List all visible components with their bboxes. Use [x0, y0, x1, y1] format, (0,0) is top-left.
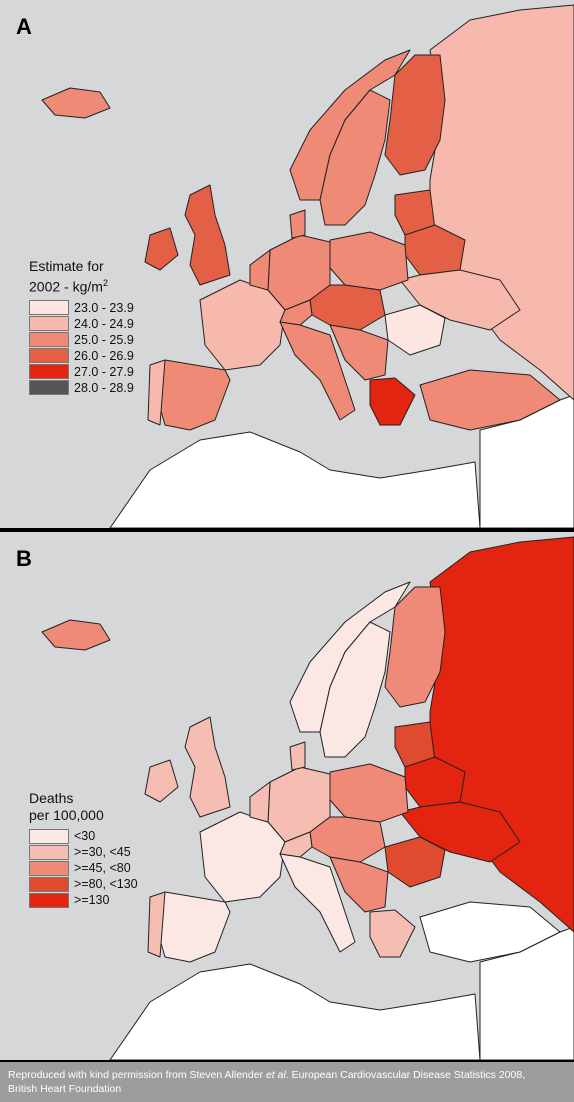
country-france	[199, 279, 286, 371]
legend-item: 28.0 - 28.9	[29, 380, 134, 396]
legend-a-title-sup: 2	[102, 278, 108, 288]
country-greece	[369, 377, 416, 426]
country-sweden	[319, 89, 391, 226]
country-uk	[184, 716, 231, 818]
legend-a-title-line1: Estimate for	[29, 258, 104, 274]
legend-label: >=30, <45	[74, 845, 131, 859]
country-central	[309, 284, 386, 331]
panel-letter-b: B	[16, 546, 32, 571]
legend-a-title: Estimate for 2002 - kg/m2	[29, 258, 134, 296]
country-iceland	[41, 619, 111, 651]
country-benelux	[249, 781, 271, 823]
credit-prefix: Reproduced with kind permission from Ste…	[8, 1069, 266, 1081]
legend-swatch	[29, 892, 69, 908]
legend-b: Deaths per 100,000 <30 >=30, <45 >=45, <80…	[29, 790, 138, 908]
legend-label: 24.0 - 24.9	[74, 316, 134, 331]
credit-line2: British Heart Foundation	[8, 1083, 122, 1095]
country-italy	[279, 321, 356, 421]
legend-swatch	[29, 300, 69, 316]
legend-label: 27.0 - 27.9	[74, 364, 134, 379]
country-iceland	[41, 87, 111, 119]
legend-label: 26.0 - 26.9	[74, 348, 134, 363]
legend-swatch	[29, 828, 69, 844]
legend-label: >=80, <130	[74, 877, 138, 891]
legend-item: <30	[29, 828, 138, 844]
country-spain	[154, 359, 231, 431]
country-russia	[429, 4, 574, 401]
country-france	[199, 811, 286, 903]
credit-etal: et al	[265, 1069, 286, 1081]
country-poland	[329, 763, 409, 823]
legend-item: 24.0 - 24.9	[29, 316, 134, 332]
legend-item: 27.0 - 27.9	[29, 364, 134, 380]
country-poland	[329, 231, 409, 291]
country-italy	[279, 853, 356, 953]
credit-divider	[0, 1060, 574, 1062]
country-portugal	[147, 359, 166, 426]
legend-item: 25.0 - 25.9	[29, 332, 134, 348]
legend-swatch	[29, 364, 69, 380]
country-balkans	[329, 856, 389, 913]
legend-a: Estimate for 2002 - kg/m2 23.0 - 23.9 24.…	[29, 258, 134, 396]
map-panel-b: B Deaths per 100,000 <30 >=30, <45 >=45, <…	[0, 532, 574, 1060]
legend-b-title: Deaths per 100,000	[29, 790, 138, 824]
legend-b-title-line1: Deaths	[29, 790, 74, 806]
legend-swatch	[29, 316, 69, 332]
legend-item: >=45, <80	[29, 860, 138, 876]
credit-footer: Reproduced with kind permission from Ste…	[0, 1062, 574, 1102]
country-ireland	[144, 227, 179, 271]
country-turkey	[419, 901, 561, 963]
legend-label: >=130	[74, 893, 110, 907]
map-b-svg	[41, 536, 574, 1060]
region-north-africa	[109, 431, 481, 528]
legend-item: >=80, <130	[29, 876, 138, 892]
legend-swatch	[29, 844, 69, 860]
legend-item: >=130	[29, 892, 138, 908]
country-greece	[369, 909, 416, 958]
country-denmark	[289, 209, 306, 239]
legend-item: 23.0 - 23.9	[29, 300, 134, 316]
map-panel-a: A Estimate for 2002 - kg/m2 23.0 - 23.9 2…	[0, 0, 574, 528]
panel-letter-a: A	[16, 14, 32, 39]
country-spain	[154, 891, 231, 963]
legend-label: >=45, <80	[74, 861, 131, 875]
country-central	[309, 816, 386, 863]
legend-swatch	[29, 348, 69, 364]
legend-label: 28.0 - 28.9	[74, 380, 134, 395]
legend-swatch	[29, 380, 69, 396]
country-turkey	[419, 369, 561, 431]
map-a-svg	[41, 4, 574, 528]
legend-a-title-line2-text: 2002 - kg/m	[29, 278, 103, 295]
credit-suffix: . European Cardiovascular Disease Statis…	[285, 1069, 526, 1081]
legend-b-title-line2: per 100,000	[29, 807, 104, 823]
legend-a-rows: 23.0 - 23.9 24.0 - 24.9 25.0 - 25.9 26.0 - …	[29, 300, 134, 396]
region-north-africa	[109, 963, 481, 1060]
country-finland	[384, 586, 446, 708]
country-alps	[279, 831, 313, 858]
country-ireland	[144, 759, 179, 803]
credit-line1: Reproduced with kind permission from Ste…	[8, 1068, 566, 1082]
country-sweden	[319, 621, 391, 758]
country-benelux	[249, 249, 271, 291]
country-alps	[279, 299, 313, 326]
legend-label: 23.0 - 23.9	[74, 300, 134, 315]
legend-swatch	[29, 332, 69, 348]
legend-label: 25.0 - 25.9	[74, 332, 134, 347]
legend-label: <30	[74, 829, 96, 843]
legend-swatch	[29, 860, 69, 876]
country-balkans	[329, 324, 389, 381]
country-denmark	[289, 741, 306, 771]
country-portugal	[147, 891, 166, 958]
legend-a-title-line2: 2002 - kg/m2	[29, 275, 134, 296]
legend-b-rows: <30 >=30, <45 >=45, <80 >=80, <130 >=130	[29, 828, 138, 908]
country-finland	[384, 54, 446, 176]
legend-item: 26.0 - 26.9	[29, 348, 134, 364]
country-uk	[184, 184, 231, 286]
country-russia	[429, 536, 574, 933]
legend-swatch	[29, 876, 69, 892]
legend-item: >=30, <45	[29, 844, 138, 860]
panel-divider	[0, 528, 574, 532]
